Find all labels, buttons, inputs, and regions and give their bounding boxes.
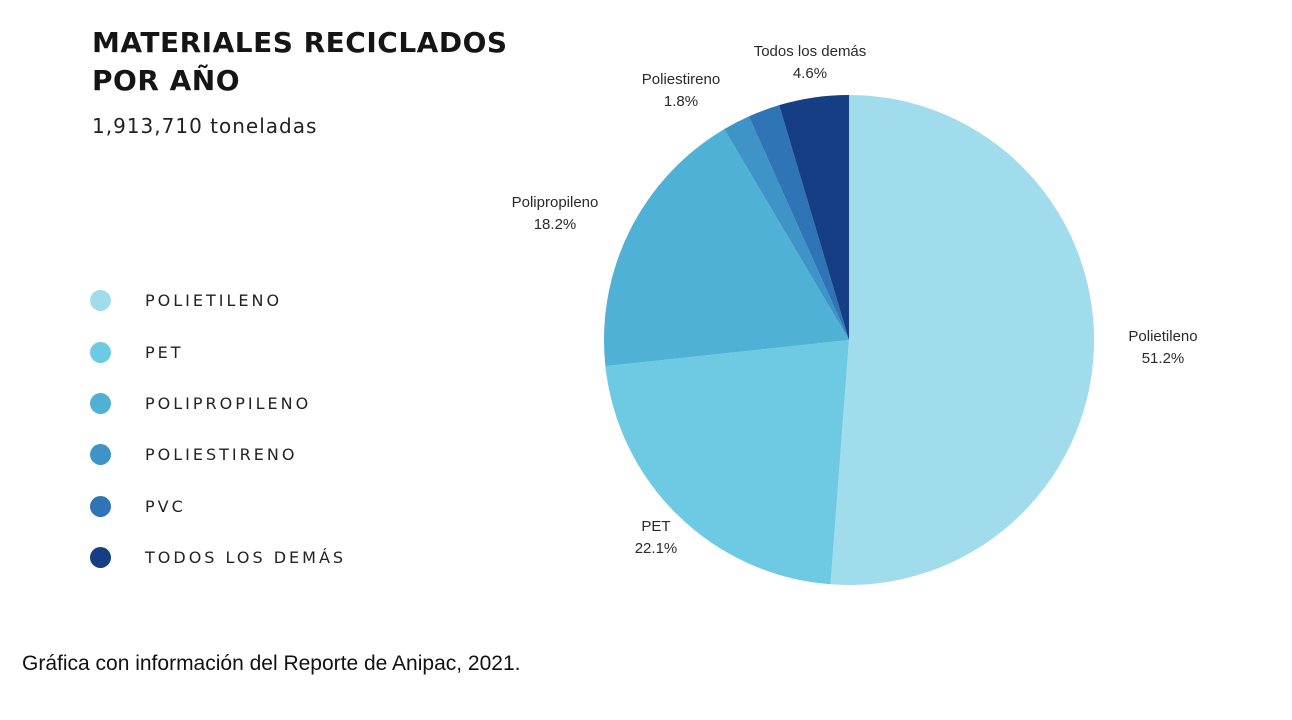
- legend-item-pvc: PVC: [90, 481, 346, 532]
- slice-name-label: Poliestireno: [642, 71, 720, 88]
- pie-slice-polietileno: [830, 94, 1095, 586]
- legend-item-polipropileno: POLIPROPILENO: [90, 378, 346, 429]
- legend-label: TODOS LOS DEMÁS: [145, 548, 347, 568]
- slice-value-label: 51.2%: [1142, 350, 1185, 367]
- slice-name-label: Polipropileno: [512, 194, 599, 211]
- legend-swatch: [90, 341, 111, 363]
- legend-swatch: [90, 290, 111, 312]
- slice-value-label: 18.2%: [534, 216, 577, 233]
- legend-swatch: [90, 547, 111, 569]
- legend-swatch: [90, 495, 111, 517]
- legend-label: PVC: [145, 496, 186, 516]
- slice-value-label: 1.8%: [664, 93, 698, 110]
- legend: POLIETILENO PET POLIPROPILENO POLIESTIRE…: [90, 275, 346, 583]
- chart-subtitle: 1,913,710 toneladas: [92, 114, 318, 138]
- chart-title-line-2: POR AÑO: [92, 64, 241, 97]
- slice-name-label: Polietileno: [1128, 328, 1197, 345]
- chart-title-line-1: MATERIALES RECICLADOS: [92, 26, 508, 59]
- legend-swatch: [90, 444, 111, 466]
- slice-value-label: 22.1%: [635, 540, 678, 557]
- legend-item-poliestireno: POLIESTIRENO: [90, 429, 346, 480]
- pie-slice-todos-los-dem-s: [779, 95, 849, 340]
- legend-item-polietileno: POLIETILENO: [90, 275, 346, 326]
- pie-slice-pet: [605, 340, 849, 585]
- legend-swatch: [90, 392, 111, 414]
- pie-slice-poliestireno: [724, 116, 849, 340]
- legend-label: PET: [145, 342, 184, 362]
- slice-value-label: 4.6%: [793, 65, 827, 82]
- legend-label: POLIESTIRENO: [145, 445, 298, 465]
- slice-name-label: Todos los demás: [754, 43, 867, 60]
- pie-slice-pvc: [748, 105, 849, 340]
- pie-slice-polipropileno: [604, 129, 849, 367]
- legend-item-todos-los-demas: TODOS LOS DEMÁS: [90, 532, 346, 583]
- source-caption: Gráfica con información del Reporte de A…: [22, 652, 521, 675]
- slice-name-label: PET: [641, 518, 670, 535]
- chart-title: MATERIALES RECICLADOS POR AÑO: [92, 24, 562, 100]
- legend-label: POLIPROPILENO: [145, 393, 312, 413]
- legend-label: POLIETILENO: [145, 291, 283, 311]
- legend-item-pet: PET: [90, 326, 346, 377]
